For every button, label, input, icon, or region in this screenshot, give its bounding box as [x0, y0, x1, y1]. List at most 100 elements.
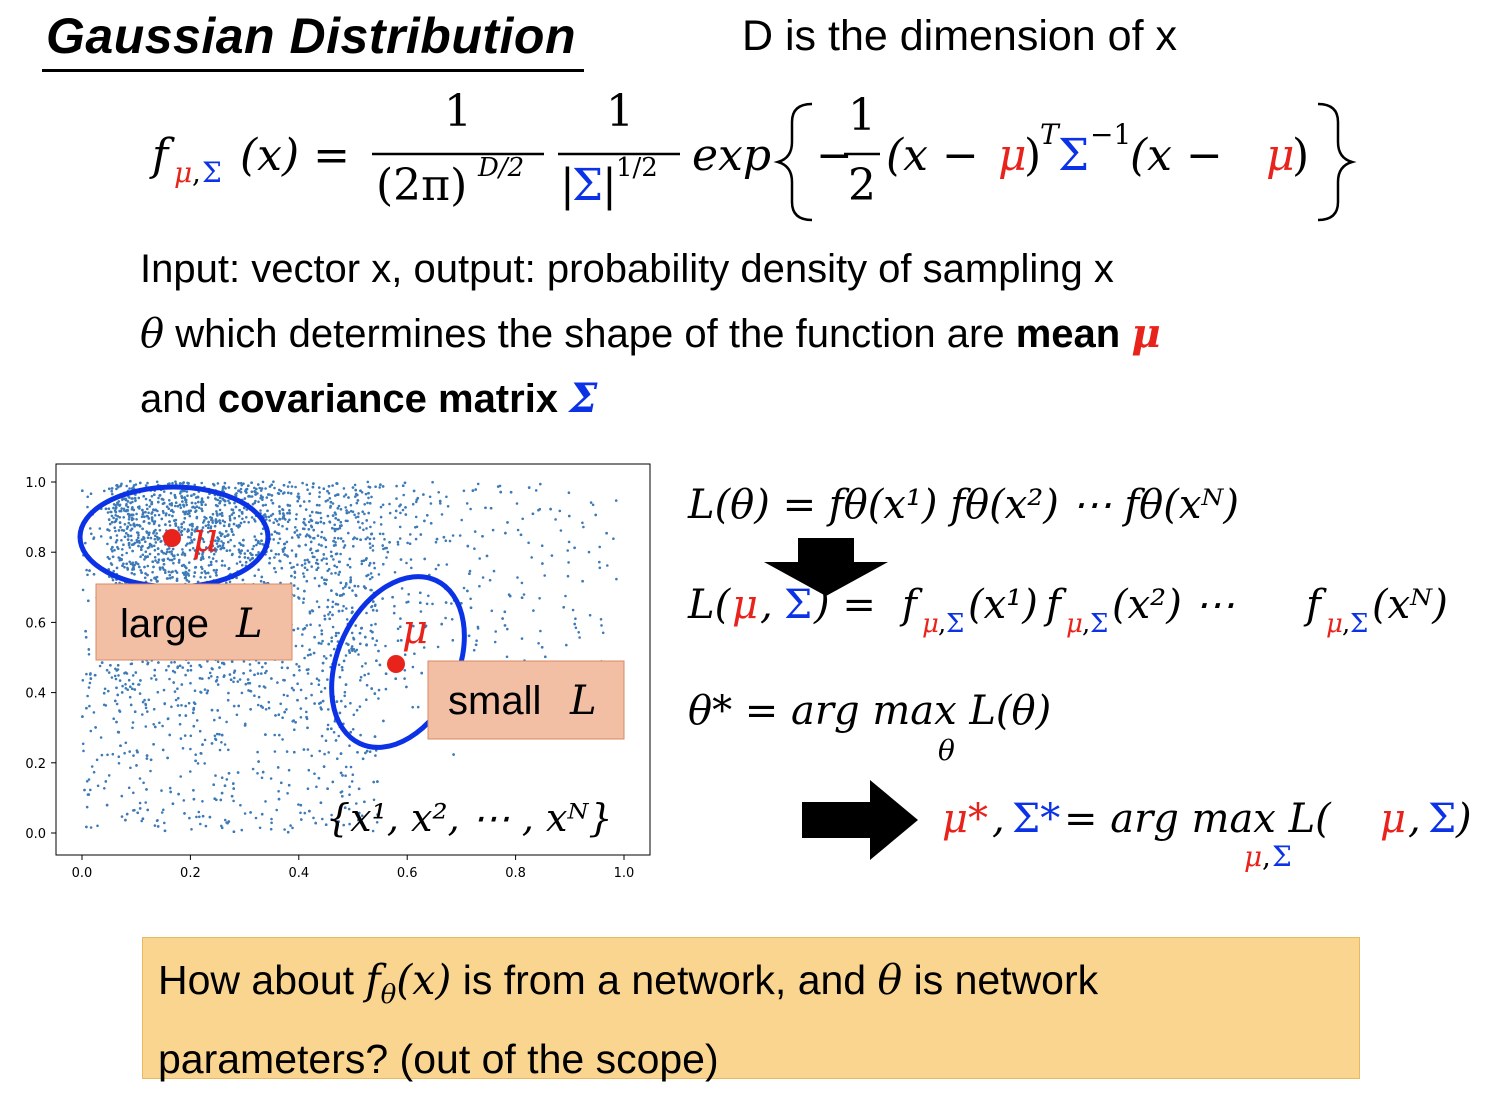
- scatter-point: [416, 496, 420, 500]
- scatter-point: [574, 626, 578, 630]
- scatter-point: [283, 546, 287, 550]
- callout-arg: (x): [396, 956, 452, 1004]
- scatter-point: [170, 503, 173, 507]
- scatter-point: [473, 530, 477, 533]
- scatter-point: [243, 724, 247, 727]
- scatter-point: [132, 791, 135, 795]
- scatter-point: [388, 502, 391, 506]
- scatter-point: [565, 643, 568, 647]
- scatter-point: [200, 507, 203, 511]
- eq2-L: L(: [687, 582, 732, 628]
- scatter-point: [187, 661, 190, 665]
- scatter-point: [115, 534, 119, 537]
- scatter-point: [345, 509, 348, 512]
- scatter-point: [357, 787, 361, 791]
- scatter-point: [365, 527, 368, 530]
- callout-text: How about fθ(x) is from a network, and θ…: [158, 948, 1098, 1091]
- scatter-point: [355, 501, 359, 505]
- scatter-point: [168, 573, 172, 577]
- scatter-point: [216, 482, 220, 485]
- scatter-point: [289, 492, 293, 495]
- scatter-point: [527, 541, 530, 545]
- fraction2-right-bar: |: [602, 160, 617, 211]
- scatter-point: [466, 544, 470, 548]
- scatter-point: [125, 484, 128, 488]
- scatter-point: [141, 660, 144, 664]
- scatter-point: [248, 558, 252, 562]
- scatter-point: [540, 544, 544, 547]
- scatter-point: [264, 487, 267, 490]
- scatter-point: [133, 525, 136, 528]
- scatter-point: [297, 492, 300, 496]
- scatter-point: [377, 688, 381, 692]
- scatter-point: [139, 679, 142, 682]
- scatter-point: [168, 786, 172, 790]
- scatter-point: [376, 813, 379, 816]
- scatter-point: [320, 708, 323, 711]
- scatter-point: [126, 500, 130, 503]
- scatter-point: [273, 556, 276, 559]
- scatter-point: [260, 672, 263, 675]
- scatter-point: [130, 527, 134, 531]
- scatter-point: [155, 580, 159, 583]
- scatter-point: [539, 482, 542, 486]
- scatter-point: [494, 630, 498, 633]
- x-tick-label: 1.0: [614, 866, 635, 881]
- scatter-point: [190, 540, 194, 544]
- scatter-point: [201, 743, 204, 746]
- scatter-point: [323, 614, 326, 618]
- scatter-point: [240, 510, 244, 514]
- scatter-point: [220, 776, 224, 779]
- scatter-point: [87, 599, 90, 603]
- scatter-point: [260, 812, 264, 816]
- scatter-point: [326, 787, 329, 790]
- scatter-point: [245, 491, 248, 494]
- scatter-point: [130, 539, 133, 542]
- scatter-point: [85, 706, 88, 710]
- scatter-point: [98, 664, 102, 668]
- scatter-point: [137, 531, 140, 535]
- scatter-point: [185, 503, 188, 507]
- scatter-point: [103, 489, 106, 493]
- scatter-point: [225, 549, 229, 552]
- scatter-point: [260, 575, 264, 579]
- scatter-point: [139, 481, 142, 485]
- scatter-point: [472, 648, 476, 652]
- scatter-point: [179, 737, 183, 740]
- scatter-point: [125, 532, 128, 535]
- scatter-point: [273, 530, 277, 533]
- scatter-point: [324, 739, 328, 742]
- scatter-point: [256, 750, 259, 754]
- scatter-point: [336, 493, 340, 496]
- scatter-point: [182, 799, 186, 802]
- scatter-point: [364, 635, 367, 639]
- scatter-point: [209, 540, 213, 543]
- scatter-point: [112, 506, 115, 510]
- scatter-point: [277, 492, 281, 495]
- scatter-point: [261, 770, 265, 774]
- scatter-point: [253, 673, 256, 677]
- scatter-point: [141, 513, 145, 516]
- scatter-point: [251, 547, 254, 551]
- scatter-point: [103, 787, 106, 790]
- scatter-point: [193, 702, 197, 706]
- scatter-point: [379, 515, 383, 519]
- scatter-point: [341, 540, 345, 543]
- scatter-point: [227, 499, 230, 503]
- scatter-point: [153, 824, 157, 827]
- scatter-point: [322, 487, 326, 490]
- scatter-point: [187, 701, 191, 705]
- scatter-point: [194, 753, 197, 756]
- scatter-point: [151, 570, 154, 574]
- scatter-point: [206, 660, 209, 663]
- eq4-sub-comma: ,: [1262, 840, 1271, 873]
- scatter-point: [237, 548, 241, 551]
- scatter-point: [349, 509, 353, 513]
- scatter-point: [401, 484, 405, 487]
- scatter-point: [306, 726, 309, 730]
- scatter-point: [349, 701, 352, 705]
- scatter-point: [326, 678, 329, 681]
- scatter-point: [124, 818, 127, 822]
- scatter-point: [181, 551, 185, 554]
- scatter-point: [131, 563, 135, 567]
